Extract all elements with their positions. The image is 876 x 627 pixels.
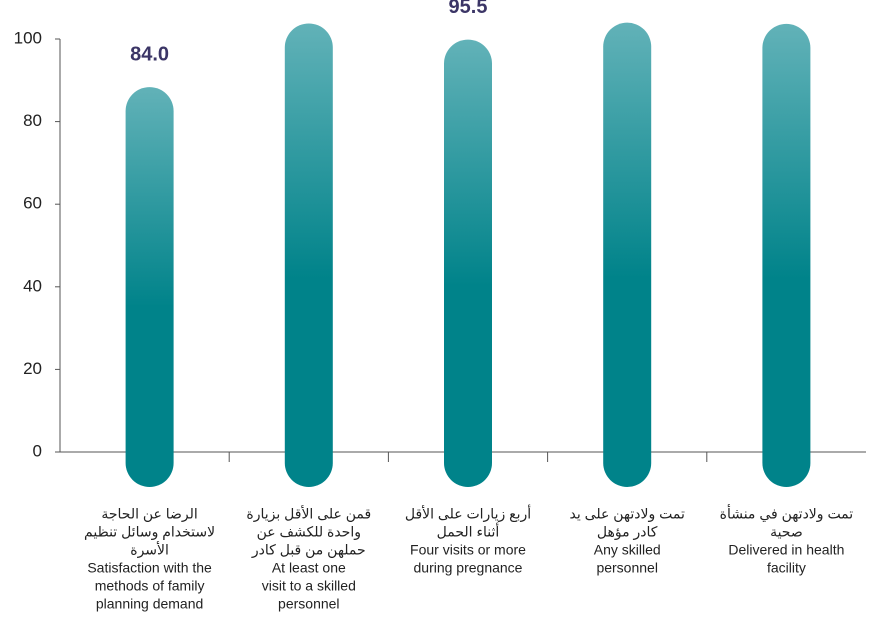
x-tick-label: تمت ولادتهن على يد (570, 506, 685, 523)
x-tick-label: الرضا عن الحاجة (101, 506, 197, 523)
x-tick-label: صحية (770, 524, 803, 540)
x-tick-label: تمت ولادتهن في منشأة (720, 504, 854, 523)
bar (444, 39, 492, 488)
x-tick-label: Any skilled (594, 542, 661, 558)
x-tick-label: methods of family (95, 578, 205, 594)
x-tick-label: Satisfaction with the (87, 560, 212, 576)
y-tick-label: 100 (14, 28, 42, 47)
x-tick-label: كادر مؤهل (597, 524, 658, 541)
bar (762, 23, 811, 488)
x-tick-label: أثناء الحمل (437, 523, 500, 540)
value-label: 99.6 (608, 0, 647, 1)
value-label: 95.5 (449, 0, 488, 18)
bar (603, 22, 652, 487)
y-tick-label: 80 (23, 111, 42, 130)
x-tick-label: planning demand (96, 596, 203, 612)
x-tick-label: Four visits or more (410, 542, 526, 558)
x-tick-label: during pregnance (414, 560, 523, 576)
x-tick-label: واحدة للكشف عن (257, 524, 361, 541)
value-label: 99.3 (767, 0, 806, 2)
value-label: 84.0 (130, 43, 169, 65)
x-tick-label: personnel (278, 596, 340, 612)
x-tick-label: personnel (596, 560, 658, 576)
value-label: 99.4 (289, 0, 329, 2)
x-tick-label: At least one (272, 560, 346, 576)
x-tick-label: visit to a skilled (262, 578, 356, 594)
bar (284, 23, 333, 488)
x-tick-label: Delivered in health (728, 542, 844, 558)
y-tick-label: 0 (33, 441, 42, 460)
x-tick-label: الأسرة (130, 541, 169, 559)
x-tick-label: أربع زيارات على الأقل (405, 505, 531, 523)
x-tick-label: لاستخدام وسائل تنظيم (84, 524, 215, 541)
x-tick-label: facility (767, 560, 806, 576)
x-tick-label: حملهن من قبل كادر (251, 542, 366, 559)
x-tick-label: قمن على الأقل بزيارة (246, 505, 371, 523)
y-tick-label: 20 (23, 359, 42, 378)
y-tick-label: 40 (23, 276, 42, 295)
bar (125, 87, 174, 487)
y-tick-label: 60 (23, 194, 42, 213)
